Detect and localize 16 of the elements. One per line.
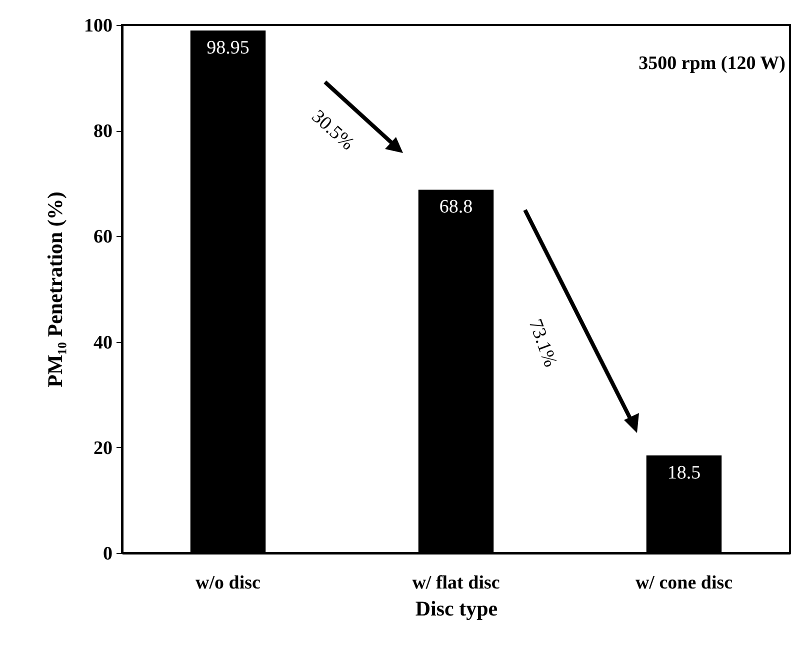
x-tick-label: w/o disc	[196, 572, 260, 594]
y-tick-label: 0	[103, 544, 112, 564]
y-tick-label: 60	[94, 226, 112, 248]
data-label: 68.8	[439, 196, 473, 218]
x-tick-label: w/ cone disc	[635, 572, 733, 594]
y-tick-label: 40	[94, 332, 112, 354]
y-axis-title: PM₁₀ Penetration (%)	[43, 192, 67, 388]
x-tick-label: w/ flat disc	[412, 572, 500, 594]
data-label: 98.95	[206, 38, 250, 59]
y-tick-label: 20	[94, 438, 112, 459]
annotation: 73.1%	[524, 316, 561, 370]
y-tick-label: 80	[94, 121, 112, 142]
y-tick-label: 100	[84, 16, 112, 36]
x-axis-title: Disc type	[415, 596, 498, 620]
data-label: 18.5	[667, 462, 701, 484]
annotation: 3500 rpm (120 W)	[638, 53, 786, 74]
